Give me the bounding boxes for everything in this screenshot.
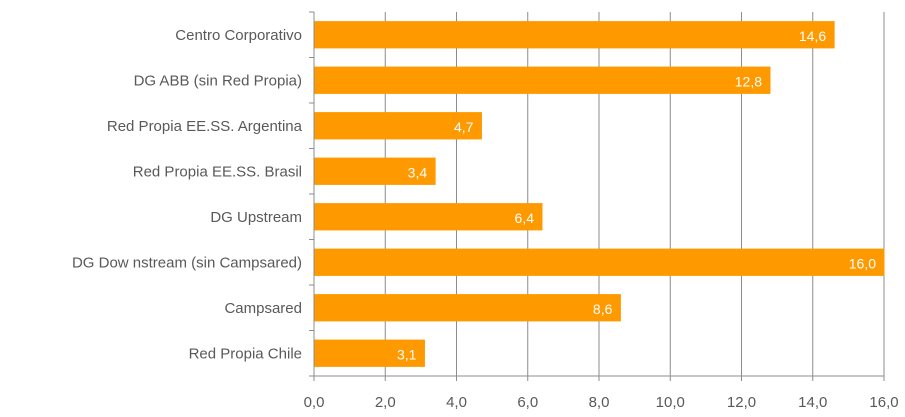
bar [314,248,885,276]
category-label: Red Propia EE.SS. Brasil [133,163,302,180]
data-label: 6,4 [515,210,535,226]
category-label: Campsared [224,300,302,317]
category-label: Centro Corporativo [175,27,302,44]
bars [314,21,885,367]
x-tick-label: 2,0 [375,394,396,411]
bar [314,21,835,49]
bar [314,203,543,231]
data-label: 16,0 [849,255,876,271]
category-label: Red Propia Chile [189,345,302,362]
data-label: 12,8 [735,73,762,89]
category-label: DG Dow nstream (sin Campsared) [72,254,302,271]
data-label: 8,6 [593,301,613,317]
category-label: Red Propia EE.SS. Argentina [107,118,303,135]
x-tick-label: 8,0 [589,394,610,411]
x-tick-label: 4,0 [446,394,467,411]
x-tick-label: 16,0 [869,394,898,411]
bar [314,112,482,140]
category-label: DG Upstream [210,209,302,226]
x-tick-label: 10,0 [656,394,685,411]
bar [314,339,425,367]
data-label: 4,7 [454,119,474,135]
category-label: DG ABB (sin Red Propia) [134,72,302,89]
bar [314,294,621,322]
axes [309,11,885,381]
x-tick-label: 12,0 [727,394,756,411]
data-label: 14,6 [799,28,826,44]
data-label: 3,4 [408,164,428,180]
data-label: 3,1 [397,346,417,362]
bar [314,157,436,185]
bar [314,66,771,94]
x-tick-label: 0,0 [304,394,325,411]
labels: 0,0 2,0 4,0 6,0 8,0 10,0 12,0 14,0 16,0 Centro Co… [72,27,899,411]
x-tick-label: 6,0 [517,394,538,411]
x-tick-label: 14,0 [798,394,827,411]
